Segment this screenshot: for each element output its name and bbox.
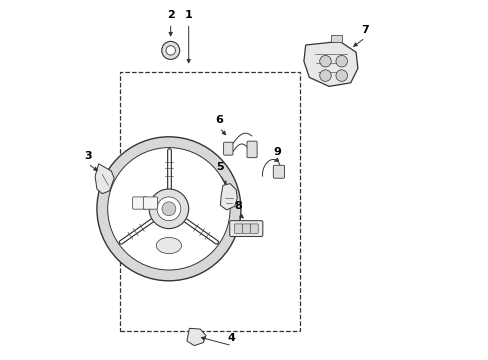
Bar bbox=[120, 72, 300, 331]
Circle shape bbox=[107, 148, 230, 270]
Bar bbox=[330, 35, 341, 42]
Polygon shape bbox=[303, 41, 357, 86]
FancyBboxPatch shape bbox=[143, 197, 157, 209]
Circle shape bbox=[335, 70, 347, 81]
Circle shape bbox=[162, 202, 176, 216]
Text: 2: 2 bbox=[166, 10, 174, 21]
Polygon shape bbox=[95, 164, 114, 194]
FancyBboxPatch shape bbox=[246, 141, 257, 158]
Text: 9: 9 bbox=[272, 147, 280, 157]
Text: 6: 6 bbox=[215, 115, 223, 125]
Circle shape bbox=[319, 55, 330, 67]
FancyBboxPatch shape bbox=[132, 197, 146, 209]
FancyBboxPatch shape bbox=[273, 165, 284, 178]
FancyBboxPatch shape bbox=[242, 224, 250, 233]
Polygon shape bbox=[220, 184, 237, 210]
Text: 1: 1 bbox=[184, 10, 192, 21]
Polygon shape bbox=[186, 328, 205, 346]
Circle shape bbox=[97, 137, 241, 281]
Text: 4: 4 bbox=[227, 333, 235, 343]
Circle shape bbox=[319, 70, 330, 81]
Circle shape bbox=[162, 41, 179, 59]
Circle shape bbox=[157, 197, 181, 221]
Circle shape bbox=[149, 189, 188, 229]
Text: 3: 3 bbox=[84, 151, 92, 161]
FancyBboxPatch shape bbox=[223, 142, 232, 155]
Text: 8: 8 bbox=[234, 201, 242, 211]
FancyBboxPatch shape bbox=[234, 224, 242, 233]
FancyBboxPatch shape bbox=[229, 221, 263, 237]
FancyBboxPatch shape bbox=[250, 224, 258, 233]
Text: 5: 5 bbox=[216, 162, 224, 172]
Ellipse shape bbox=[156, 238, 181, 254]
Circle shape bbox=[335, 55, 347, 67]
Circle shape bbox=[166, 46, 175, 55]
Text: 7: 7 bbox=[361, 25, 368, 35]
